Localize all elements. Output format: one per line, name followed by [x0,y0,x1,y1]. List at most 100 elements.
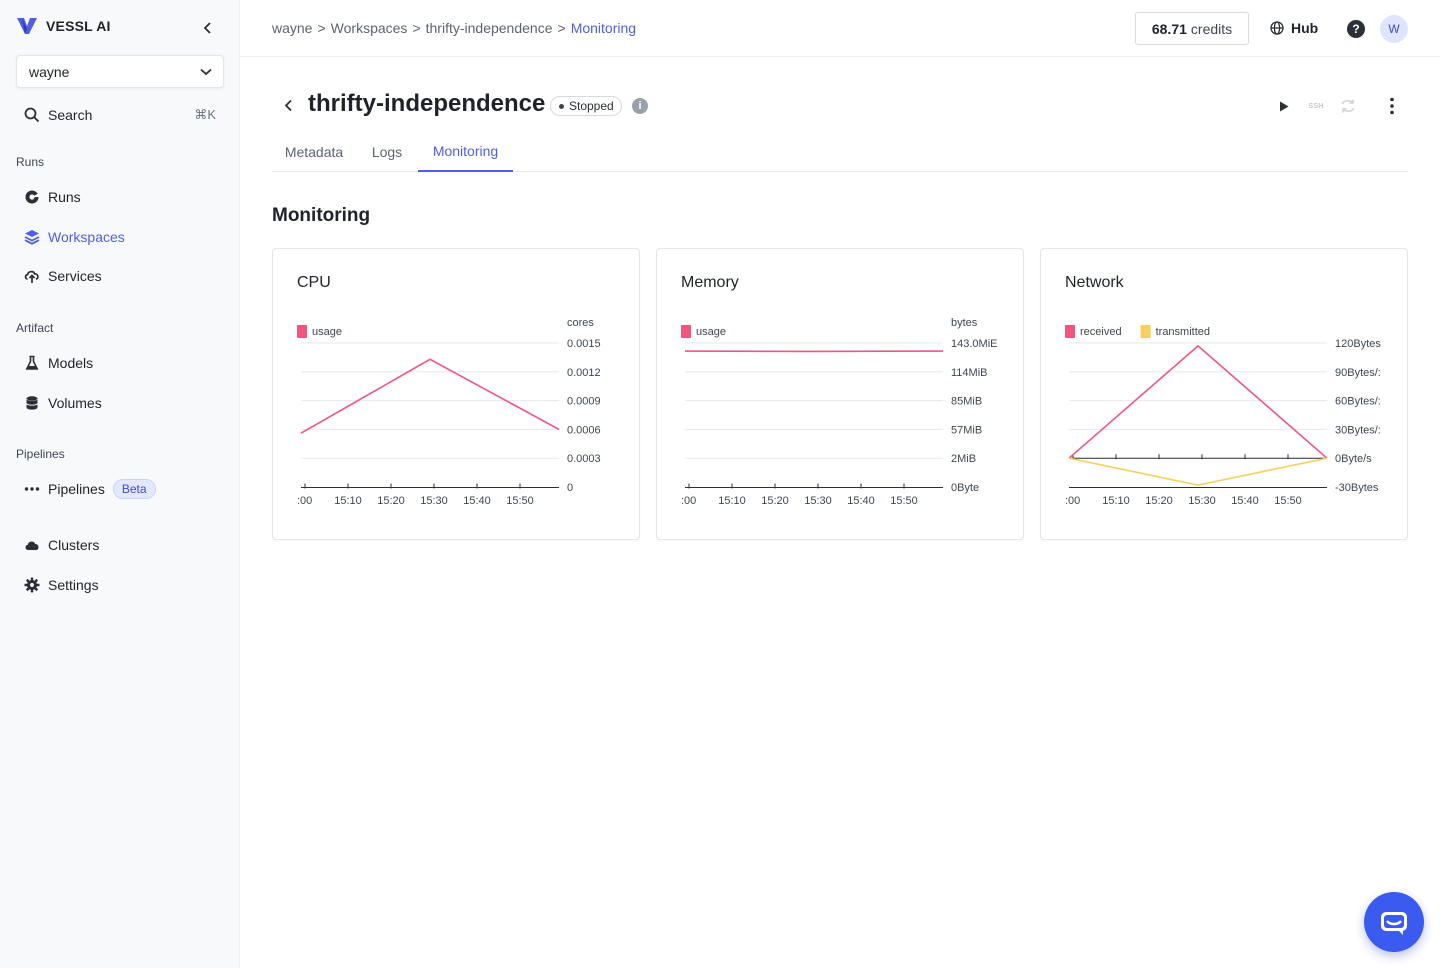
section-title-pipelines: Pipelines [16,447,65,461]
breadcrumb-workspaces[interactable]: Workspaces [330,20,408,36]
sidebar-item-workspaces[interactable]: Workspaces [16,223,224,251]
sidebar-item-clusters[interactable]: Clusters [16,531,224,559]
collapse-sidebar-button[interactable] [198,18,218,38]
sidebar-item-label: Clusters [48,537,100,553]
cpu-chart-card: CPU cores 0.0015 0.0012 0.0009 0.0006 0.0003 0… [272,248,640,540]
chevron-down-icon [200,68,212,75]
chat-icon [1381,912,1407,935]
y-tick-label: 60Bytes/: [1335,396,1381,408]
x-tick-label: 15:20 [377,495,405,507]
sidebar-item-models[interactable]: Models [16,349,224,377]
upload-icon [24,268,40,284]
x-tick-label: 15:30 [1188,495,1216,507]
breadcrumb-org[interactable]: wayne [272,20,313,36]
y-tick-label: 0.0015 [567,338,601,350]
sidebar-item-label: Pipelines [48,481,105,497]
cpu-chart: cores 0.0015 0.0012 0.0009 0.0006 0.0003 0:00 1… [297,317,601,507]
y-tick-label: 57MiB [951,424,982,436]
sidebar-item-label: Workspaces [48,229,125,245]
credits-value: 68.71 [1151,20,1187,37]
sidebar-item-label: Volumes [48,395,102,411]
x-tick-label: :00 [681,495,696,507]
y-tick-label: 0.0009 [567,396,601,408]
more-menu-button[interactable] [1382,96,1402,116]
brand-name: VESSL AI [46,18,111,34]
play-icon [1280,101,1289,111]
search-shortcut: ⌘K [194,107,216,122]
credits-unit: credits [1190,20,1233,37]
y-tick-label: 120Bytes [1335,338,1381,350]
globe-icon [1270,21,1284,35]
breadcrumb-separator: > [557,20,566,36]
x-tick-label: 15:30 [420,495,448,507]
legend-swatch [1140,325,1151,338]
brand-logo[interactable]: VESSL AI [16,17,111,35]
refresh-icon [1341,99,1355,113]
chart-title: Network [1065,274,1124,291]
y-axis-unit: cores [567,317,594,329]
chat-support-button[interactable] [1364,892,1424,952]
flask-icon [24,355,40,371]
section-heading: Monitoring [272,205,371,226]
status-badge: Stopped [550,96,622,116]
y-tick-label: 30Bytes/: [1335,424,1381,436]
x-tick-label: 15:50 [890,495,918,507]
x-tick-label: 15:10 [1102,495,1130,507]
refresh-button[interactable] [1338,96,1358,116]
series-line-usage [300,358,560,434]
info-icon[interactable]: i [632,98,648,114]
ssh-button[interactable]: SSH [1308,102,1324,110]
sidebar-item-label: Runs [48,189,81,205]
y-tick-label: -30Bytes [1335,482,1379,494]
x-tick-label: 15:50 [506,495,534,507]
sidebar-item-label: Services [48,268,102,284]
series-line-received [1068,344,1328,459]
back-button[interactable] [280,97,296,113]
sidebar-item-services[interactable]: Services [16,262,224,290]
memory-chart: bytes 143.0MiE 114MiB 85MiB 57MiB 2MiB 0Byte:0… [681,317,997,507]
sidebar-item-runs[interactable]: Runs [16,183,224,211]
top-header: wayne > Workspaces > thrifty-independenc… [240,0,1440,57]
beta-badge: Beta [112,479,156,499]
sidebar-item-settings[interactable]: Settings [16,571,224,599]
tab-bar: Metadata Logs Monitoring [272,131,1408,172]
chart-title: Memory [681,274,739,291]
hub-label: Hub [1291,20,1319,36]
memory-chart-card: Memory bytes 143.0MiE 114MiB 85MiB 57MiB 2MiB… [656,248,1024,540]
breadcrumb-current: Monitoring [570,20,637,36]
tab-metadata[interactable]: Metadata [284,143,344,160]
help-icon[interactable]: ? [1347,20,1365,38]
page-title: thrifty-independence [308,90,546,117]
cloud-icon [24,537,40,553]
chevron-left-icon [284,99,292,111]
start-button[interactable] [1276,96,1292,116]
tab-logs[interactable]: Logs [371,143,403,160]
breadcrumb-separator: > [412,20,421,36]
x-tick-label: 15:50 [1274,495,1302,507]
chevron-left-icon [203,22,211,34]
database-icon [24,395,40,411]
breadcrumb-workspace[interactable]: thrifty-independence [425,20,553,36]
legend-label: usage [312,326,342,338]
legend-label: transmitted [1156,326,1210,338]
hub-link[interactable]: Hub [1270,20,1318,36]
y-tick-label: 0 [567,482,573,494]
tab-monitoring[interactable]: Monitoring [418,131,513,172]
y-tick-label: 2MiB [951,453,976,465]
avatar[interactable]: W [1380,15,1408,43]
search-button[interactable]: Search ⌘K [16,102,224,128]
y-tick-label: 0Byte [951,482,979,494]
y-tick-label: 90Bytes/: [1335,367,1381,379]
y-tick-label: 0.0006 [567,424,601,436]
network-chart: 120Bytes 90Bytes/: 60Bytes/: 30Bytes/: 0Byte… [1065,325,1381,507]
x-tick-label: 15:40 [1231,495,1259,507]
credits-button[interactable]: 68.71 credits [1135,12,1249,45]
sidebar-item-pipelines[interactable]: Pipelines Beta [16,475,224,503]
section-title-runs: Runs [16,155,45,169]
y-tick-label: 0Byte/s [1335,453,1372,465]
sidebar-item-volumes[interactable]: Volumes [16,389,224,417]
organization-select[interactable]: wayne [16,55,224,88]
search-label: Search [48,107,93,123]
legend-swatch [681,325,691,338]
series-line-transmitted [1068,457,1328,486]
